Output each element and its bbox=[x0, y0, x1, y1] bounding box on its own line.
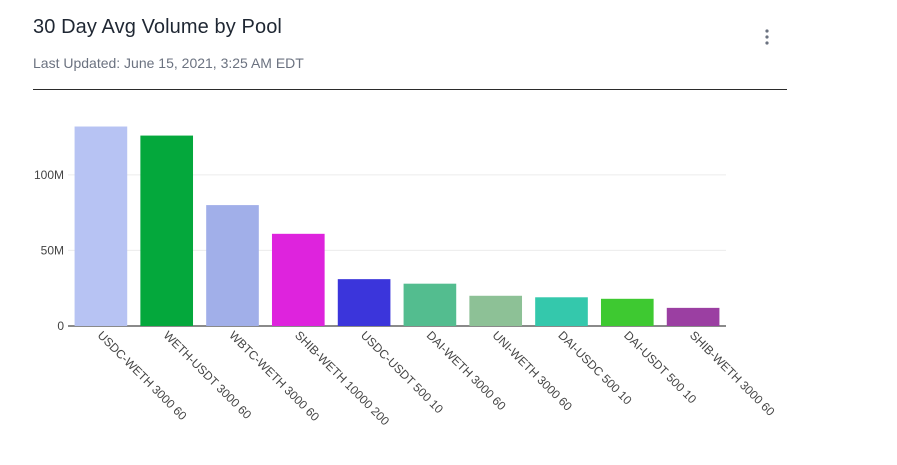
bar-usdc-usdt-500-10[interactable] bbox=[337, 279, 391, 326]
bar-wbtc-weth-3000-60[interactable] bbox=[206, 205, 259, 326]
vertical-ellipsis-icon bbox=[765, 29, 769, 45]
bar-dai-usdc-500-10[interactable] bbox=[535, 297, 588, 326]
bar-dai-usdt-500-10[interactable] bbox=[600, 298, 654, 326]
chart-title: 30 Day Avg Volume by Pool bbox=[33, 16, 282, 38]
y-tick-label: 0 bbox=[57, 319, 64, 333]
bar-uni-weth-3000-60[interactable] bbox=[469, 295, 523, 326]
bar-weth-usdt-3000-60[interactable] bbox=[140, 135, 194, 326]
bar-shib-weth-3000-60[interactable] bbox=[666, 307, 720, 326]
bar-usdc-weth-3000-60[interactable] bbox=[74, 126, 128, 326]
more-options-button[interactable] bbox=[754, 24, 780, 50]
x-tick-label: SHIB-WETH 3000 60 bbox=[687, 328, 778, 419]
bar-shib-weth-10000-200[interactable] bbox=[271, 233, 325, 326]
last-updated-text: Last Updated: June 15, 2021, 3:25 AM EDT bbox=[33, 55, 304, 71]
bar-dai-weth-3000-60[interactable] bbox=[403, 283, 457, 326]
y-tick-label: 50M bbox=[41, 243, 64, 257]
header-divider bbox=[33, 89, 787, 90]
y-tick-label: 100M bbox=[34, 168, 64, 182]
